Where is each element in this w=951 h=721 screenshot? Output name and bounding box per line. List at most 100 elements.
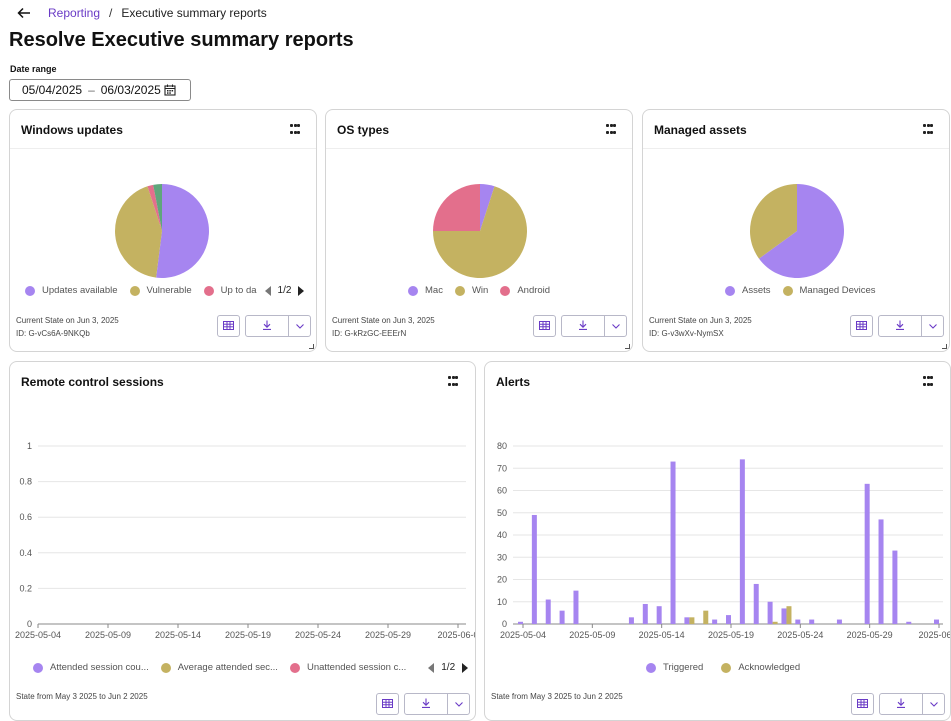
legend-next-icon[interactable] xyxy=(462,662,469,673)
more-options-icon[interactable] xyxy=(290,124,300,138)
table-view-button[interactable] xyxy=(376,693,399,715)
pie-slice-assets[interactable] xyxy=(758,184,844,278)
chevron-down-icon[interactable] xyxy=(605,316,626,336)
legend-prev-icon[interactable] xyxy=(428,662,435,673)
back-arrow-icon[interactable] xyxy=(14,4,34,22)
bar-triggered[interactable] xyxy=(878,519,884,624)
download-split-button[interactable] xyxy=(879,693,945,715)
more-options-icon[interactable] xyxy=(923,376,933,390)
table-view-button[interactable] xyxy=(217,315,240,337)
y-tick-label: 40 xyxy=(497,530,507,540)
card-title: Windows updates xyxy=(21,123,123,137)
bar-triggered[interactable] xyxy=(531,514,537,624)
resize-handle[interactable] xyxy=(942,344,947,349)
pie-slice-other[interactable] xyxy=(153,184,162,231)
legend-label: Acknowledged xyxy=(738,662,801,673)
breadcrumb-reporting-link[interactable]: Reporting xyxy=(48,6,101,20)
y-tick-label: 0.6 xyxy=(19,512,32,522)
bar-triggered[interactable] xyxy=(906,621,912,624)
bar-acknowledged[interactable] xyxy=(703,610,709,624)
download-button[interactable] xyxy=(246,316,290,336)
bar-triggered[interactable] xyxy=(809,619,815,624)
bar-triggered[interactable] xyxy=(795,619,801,624)
download-split-button[interactable] xyxy=(245,315,311,337)
legend-item[interactable]: Win xyxy=(454,285,488,296)
bar-triggered[interactable] xyxy=(712,619,718,624)
more-options-icon[interactable] xyxy=(923,124,933,138)
bar-triggered[interactable] xyxy=(573,590,579,624)
footer-id: ID: G-vCs6A-9NKQb xyxy=(16,329,90,338)
legend-item[interactable]: Average attended sec... xyxy=(160,662,278,673)
footer-state: Current State on Jun 3, 2025 xyxy=(649,316,752,325)
chevron-down-icon[interactable] xyxy=(923,694,944,714)
legend-item[interactable]: Updates available xyxy=(25,285,118,296)
calendar-icon[interactable] xyxy=(164,84,176,99)
legend-item[interactable]: Acknowledged xyxy=(721,662,800,673)
bar-triggered[interactable] xyxy=(934,619,939,624)
bar-acknowledged[interactable] xyxy=(786,606,792,624)
bar-triggered[interactable] xyxy=(836,619,842,624)
download-button[interactable] xyxy=(879,316,923,336)
legend-item[interactable]: Vulnerable xyxy=(129,285,192,296)
download-icon xyxy=(578,317,588,335)
bar-triggered[interactable] xyxy=(642,603,648,624)
pie-slice-managed-devices[interactable] xyxy=(750,184,797,259)
bar-triggered[interactable] xyxy=(767,601,773,624)
download-button[interactable] xyxy=(405,694,449,714)
more-options-icon[interactable] xyxy=(606,124,616,138)
footer-state: Current State on Jun 3, 2025 xyxy=(16,316,119,325)
legend-item[interactable]: Attended session cou... xyxy=(33,662,149,673)
bar-triggered[interactable] xyxy=(545,599,551,624)
download-button[interactable] xyxy=(562,316,606,336)
pie-slice-updates-available[interactable] xyxy=(156,184,209,278)
table-view-button[interactable] xyxy=(850,315,873,337)
download-split-button[interactable] xyxy=(878,315,944,337)
bar-acknowledged[interactable] xyxy=(772,621,778,624)
legend-item[interactable]: Unattended session c... xyxy=(289,662,407,673)
legend-item[interactable]: Mac xyxy=(408,285,443,296)
bar-triggered[interactable] xyxy=(864,483,870,624)
pie-slice-android[interactable] xyxy=(433,184,480,231)
legend-item[interactable]: Triggered xyxy=(646,662,703,673)
chevron-down-icon[interactable] xyxy=(448,694,469,714)
footer-state: State from May 3 2025 to Jun 2 2025 xyxy=(491,692,623,701)
bar-triggered[interactable] xyxy=(559,610,565,624)
chevron-down-icon[interactable] xyxy=(922,316,943,336)
bar-triggered[interactable] xyxy=(892,550,898,624)
breadcrumb-current: Executive summary reports xyxy=(121,6,267,20)
table-view-button[interactable] xyxy=(533,315,556,337)
legend-prev-icon[interactable] xyxy=(264,285,271,296)
bar-triggered[interactable] xyxy=(628,617,634,624)
bar-triggered[interactable] xyxy=(656,606,662,624)
legend-next-icon[interactable] xyxy=(298,285,305,296)
legend-item[interactable]: Managed Devices xyxy=(782,285,876,296)
bar-triggered[interactable] xyxy=(684,617,690,624)
download-split-button[interactable] xyxy=(404,693,470,715)
legend-item[interactable]: Assets xyxy=(725,285,771,296)
pie-slice-win[interactable] xyxy=(433,186,527,278)
pie-slice-vulnerable[interactable] xyxy=(114,186,162,278)
resize-handle[interactable] xyxy=(625,344,630,349)
more-options-icon[interactable] xyxy=(448,376,458,390)
date-range-picker[interactable]: 05/04/2025 – 06/03/2025 xyxy=(9,79,191,101)
legend-label: Unattended session c... xyxy=(306,662,407,673)
download-split-button[interactable] xyxy=(561,315,627,337)
table-view-button[interactable] xyxy=(851,693,874,715)
footer-id: ID: G-v3wXv-NymSX xyxy=(649,329,724,338)
legend-item[interactable]: Up to da xyxy=(203,285,257,296)
chevron-down-icon[interactable] xyxy=(289,316,310,336)
bar-acknowledged[interactable] xyxy=(689,617,695,624)
bar-triggered[interactable] xyxy=(739,459,745,624)
bar-triggered[interactable] xyxy=(781,608,787,624)
bar-triggered[interactable] xyxy=(670,461,676,624)
pie-slice-mac[interactable] xyxy=(480,184,495,231)
legend-item[interactable]: Android xyxy=(500,285,550,296)
y-tick-label: 0 xyxy=(502,619,507,629)
bar-triggered[interactable] xyxy=(518,621,523,624)
bar-triggered[interactable] xyxy=(753,583,759,624)
footer-id: ID: G-kRzGC-EEErN xyxy=(332,329,407,338)
download-button[interactable] xyxy=(880,694,924,714)
pie-slice-up-to-date[interactable] xyxy=(147,184,162,231)
bar-triggered[interactable] xyxy=(726,615,731,624)
resize-handle[interactable] xyxy=(309,344,314,349)
